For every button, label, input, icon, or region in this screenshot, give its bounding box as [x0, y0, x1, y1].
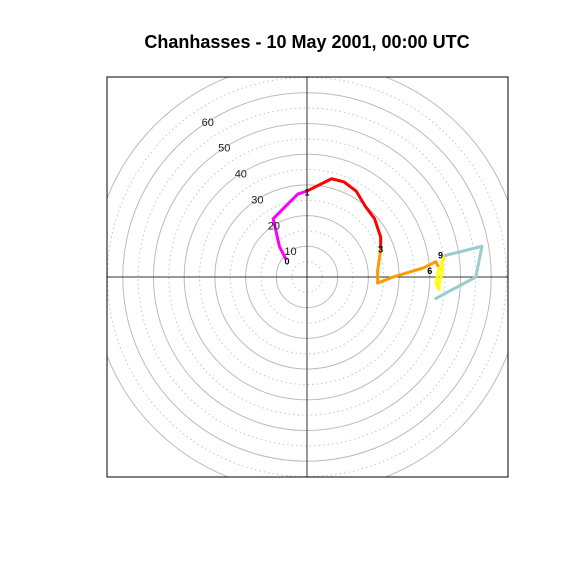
ring-label: 20: [268, 220, 280, 232]
hodograph-series: [271, 177, 484, 300]
plot-frame: [106, 76, 509, 478]
hour-label: 6: [427, 266, 432, 276]
chart-title: Chanhasses - 10 May 2001, 00:00 UTC: [144, 32, 469, 52]
hour-label: 9: [438, 251, 443, 261]
hodograph-segment: [434, 244, 484, 300]
ring-labels: 10 20 30 40 50 60: [202, 117, 297, 258]
hodograph-segment: [271, 189, 309, 261]
ring-label: 50: [218, 143, 230, 155]
ring-label: 10: [284, 246, 296, 258]
hour-label: 1: [304, 188, 309, 198]
ring-label: 30: [251, 194, 263, 206]
hodograph-segment: [376, 247, 441, 285]
ring-label: 60: [202, 117, 214, 129]
hodograph-segment: [434, 254, 447, 291]
ring-label: 40: [235, 169, 247, 181]
hour-label: 3: [378, 244, 383, 254]
hour-label: 0: [285, 257, 290, 267]
axes: [107, 77, 508, 477]
hodograph-segment: [305, 177, 383, 251]
hour-labels: 0 1 3 69: [285, 188, 444, 276]
